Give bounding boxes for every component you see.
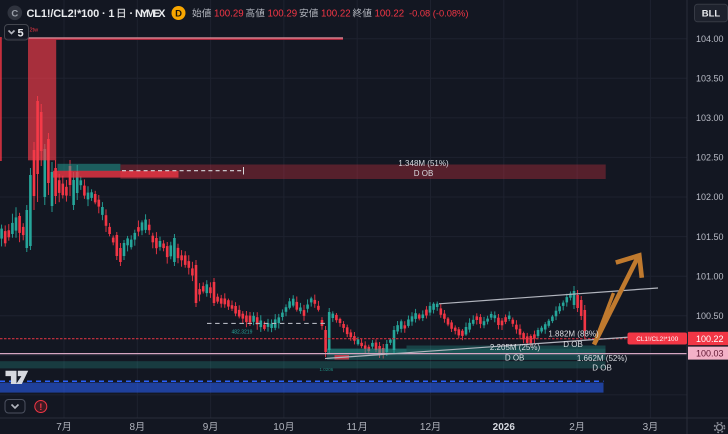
svg-text:-0.08 (-0.08%): -0.08 (-0.08%) <box>409 9 468 19</box>
svg-text:101.50: 101.50 <box>696 232 724 242</box>
svg-text:·: · <box>130 8 134 20</box>
svg-text:100.50: 100.50 <box>696 311 724 321</box>
svg-text:1.662M (52%): 1.662M (52%) <box>577 354 628 363</box>
svg-text:100.03: 100.03 <box>696 348 724 358</box>
svg-text:102.00: 102.00 <box>696 192 724 202</box>
svg-text:CL1!/CL2!*100: CL1!/CL2!*100 <box>636 336 678 343</box>
svg-text:NYMEX: NYMEX <box>135 8 166 20</box>
svg-text:D OB: D OB <box>505 354 525 363</box>
svg-text:9: 9 <box>203 422 209 433</box>
svg-text:100.29: 100.29 <box>214 9 244 20</box>
svg-text:8: 8 <box>130 422 136 433</box>
svg-text:2: 2 <box>569 422 575 433</box>
svg-text:12: 12 <box>420 422 432 433</box>
svg-text:11: 11 <box>347 422 358 433</box>
svg-text:D OB: D OB <box>592 364 612 373</box>
svg-text:C: C <box>11 8 18 19</box>
svg-text:2tw: 2tw <box>30 28 39 34</box>
svg-text:D OB: D OB <box>414 169 434 178</box>
svg-text:5: 5 <box>18 28 24 40</box>
svg-text:1.0206: 1.0206 <box>320 367 334 372</box>
svg-text:2026: 2026 <box>493 422 516 433</box>
svg-text:100.22: 100.22 <box>696 334 724 344</box>
svg-text:100.22: 100.22 <box>321 9 351 20</box>
svg-text:101.00: 101.00 <box>696 271 724 281</box>
svg-text:D: D <box>175 8 182 19</box>
svg-text:D OB: D OB <box>563 340 583 349</box>
svg-text:1.348M (51%): 1.348M (51%) <box>398 159 449 168</box>
svg-text:100.22: 100.22 <box>375 9 405 20</box>
svg-text:CL1!/CL2!*100 · 1: CL1!/CL2!*100 · 1 <box>27 8 115 20</box>
svg-text:3: 3 <box>643 422 649 433</box>
svg-text:BLL: BLL <box>702 9 721 20</box>
svg-text:100.29: 100.29 <box>268 9 298 20</box>
svg-text:!: ! <box>39 402 42 413</box>
svg-text:10: 10 <box>273 422 285 433</box>
svg-text:103.50: 103.50 <box>696 74 724 84</box>
svg-text:2.205M (25%): 2.205M (25%) <box>490 343 541 352</box>
svg-text:102.50: 102.50 <box>696 153 724 163</box>
svg-text:104.00: 104.00 <box>696 34 724 44</box>
svg-text:482.3219: 482.3219 <box>232 330 253 336</box>
svg-text:7: 7 <box>56 422 62 433</box>
svg-text:103.00: 103.00 <box>696 113 724 123</box>
svg-text:1.882M (88%): 1.882M (88%) <box>548 330 599 339</box>
